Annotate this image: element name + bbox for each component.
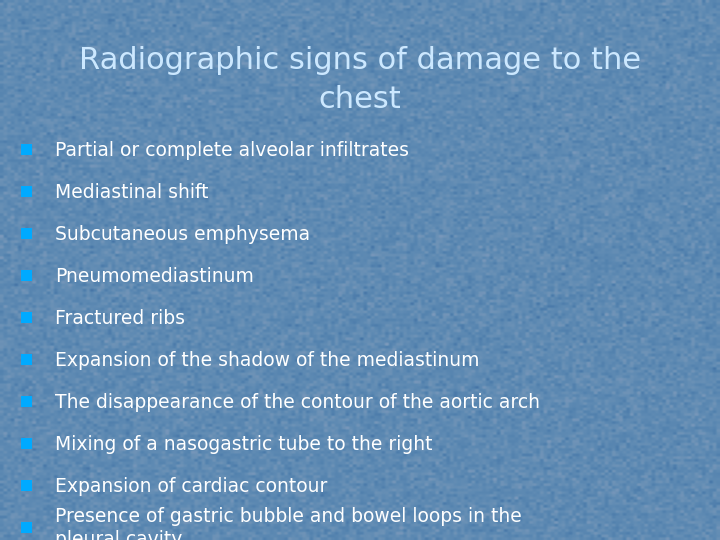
Bar — [21, 438, 32, 449]
Bar — [21, 144, 32, 155]
Bar — [21, 228, 32, 239]
Text: Fractured ribs: Fractured ribs — [55, 308, 185, 327]
Bar — [21, 480, 32, 491]
Bar — [21, 522, 32, 533]
Bar — [21, 270, 32, 281]
Text: Radiographic signs of damage to the
chest: Radiographic signs of damage to the ches… — [79, 46, 641, 113]
Bar — [21, 186, 32, 197]
Text: Subcutaneous emphysema: Subcutaneous emphysema — [55, 225, 310, 244]
Text: Expansion of cardiac contour: Expansion of cardiac contour — [55, 476, 328, 496]
Text: Mixing of a nasogastric tube to the right: Mixing of a nasogastric tube to the righ… — [55, 435, 433, 454]
Text: The disappearance of the contour of the aortic arch: The disappearance of the contour of the … — [55, 393, 540, 411]
Text: Pneumomediastinum: Pneumomediastinum — [55, 267, 254, 286]
Bar — [21, 396, 32, 407]
Bar — [21, 312, 32, 323]
Text: Presence of gastric bubble and bowel loops in the
pleural cavity: Presence of gastric bubble and bowel loo… — [55, 507, 522, 540]
Text: Expansion of the shadow of the mediastinum: Expansion of the shadow of the mediastin… — [55, 350, 480, 369]
Bar — [21, 354, 32, 365]
Text: Mediastinal shift: Mediastinal shift — [55, 183, 209, 201]
Text: Partial or complete alveolar infiltrates: Partial or complete alveolar infiltrates — [55, 140, 409, 159]
